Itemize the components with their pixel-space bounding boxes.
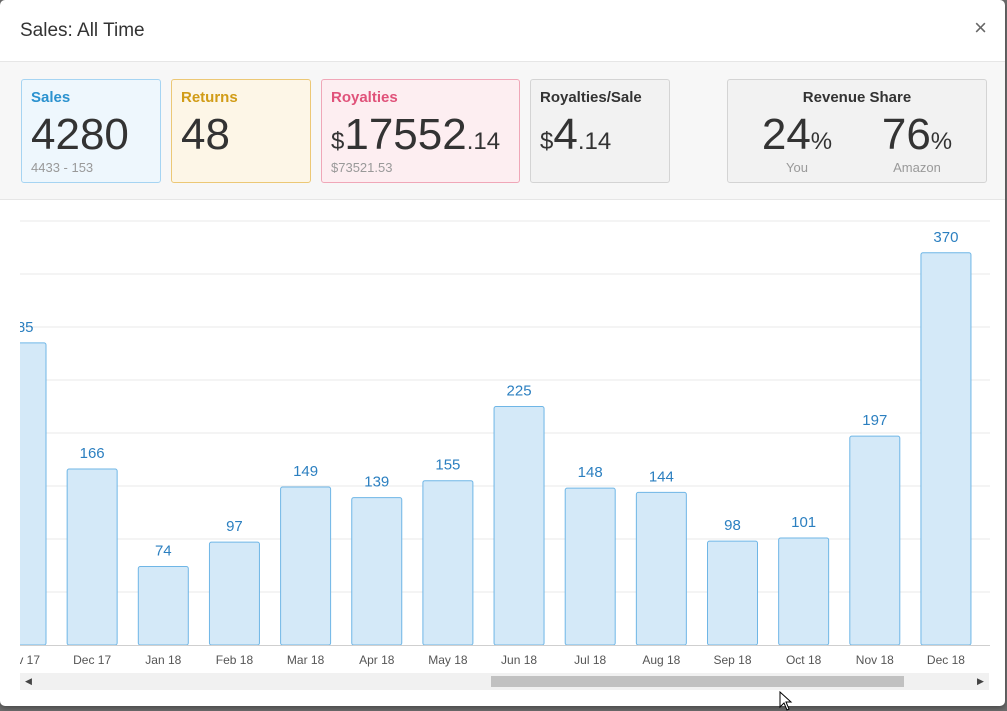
- rps-int: 4: [553, 110, 578, 159]
- revenue-share-card: Revenue Share 24% You 76% Amazon: [727, 79, 987, 183]
- royalties-per-sale-label: Royalties/Sale: [540, 89, 642, 106]
- x-tick-label: Dec 17: [73, 653, 111, 667]
- stats-bar: Sales 4280 4433 - 153 Returns 48 Royalti…: [0, 62, 1005, 200]
- sales-card: Sales 4280 4433 - 153: [21, 79, 161, 183]
- royalties-dec: .14: [466, 128, 501, 155]
- bar-value-label: 370: [933, 229, 958, 246]
- bar-value-label: 149: [293, 463, 318, 480]
- bar-value-label: 285: [8, 319, 33, 336]
- sales-breakdown: 4433 - 153: [31, 160, 94, 175]
- bar-value-label: 97: [226, 518, 243, 535]
- x-tick-label: Jul 18: [574, 653, 606, 667]
- royalties-currency: $: [331, 128, 345, 155]
- x-tick-label: Sep 18: [713, 653, 751, 667]
- share-amazon-label: Amazon: [893, 160, 941, 175]
- chart-bar[interactable]: [66, 468, 118, 646]
- sales-chart: 285 Nov 17 166 Dec 17 74 Jan 18 97 Feb 18 149 Mar…: [0, 200, 1005, 670]
- scroll-right-arrow-icon[interactable]: ▶: [977, 676, 984, 686]
- x-tick-label: Oct 18: [786, 653, 822, 667]
- returns-label: Returns: [181, 89, 238, 106]
- scroll-thumb[interactable]: [491, 676, 904, 687]
- chart-bar[interactable]: [208, 541, 260, 646]
- chart-bar[interactable]: [422, 480, 474, 646]
- bar-value-label: 101: [791, 514, 816, 531]
- chart-scrollbar[interactable]: ◀ ▶: [20, 673, 989, 690]
- royalties-total: $73521.53: [331, 160, 393, 175]
- x-tick-label: Nov 17: [2, 653, 40, 667]
- share-you-value: 24%: [742, 110, 852, 160]
- plot-area: 285 Nov 17 166 Dec 17 74 Jan 18 97 Feb 18 149 Mar…: [0, 220, 990, 667]
- rps-currency: $: [540, 128, 554, 155]
- royalties-card: Royalties $17552.14 $73521.53: [321, 79, 520, 183]
- share-amazon: 76% Amazon: [862, 110, 972, 175]
- royalties-value: $17552.14: [331, 110, 500, 160]
- bar-value-label: 98: [724, 517, 741, 534]
- bar-value-label: 225: [507, 383, 532, 400]
- chart-bar[interactable]: [920, 252, 972, 646]
- bar-value-label: 144: [649, 468, 674, 485]
- bar-value-label: 155: [435, 457, 460, 474]
- x-tick-label: Mar 18: [287, 653, 325, 667]
- bar-value-label: 148: [578, 464, 603, 481]
- share-you: 24% You: [742, 110, 852, 175]
- returns-value: 48: [181, 110, 230, 159]
- x-tick-label: Apr 18: [359, 653, 395, 667]
- modal-title: Sales: All Time: [20, 20, 145, 41]
- share-you-label: You: [786, 160, 808, 175]
- sales-value: 4280: [31, 110, 129, 159]
- rps-dec: .14: [577, 128, 612, 155]
- share-amazon-number: 76: [881, 110, 931, 159]
- bar-value-label: 139: [364, 474, 389, 491]
- x-tick-label: Jun 18: [501, 653, 537, 667]
- chart-bar[interactable]: [564, 487, 616, 646]
- royalties-label: Royalties: [331, 89, 398, 106]
- sales-bar-chart: 285 Nov 17 166 Dec 17 74 Jan 18 97 Feb 18 149 Mar…: [0, 220, 990, 667]
- x-tick-label: May 18: [428, 653, 468, 667]
- mouse-cursor-icon: [779, 691, 793, 711]
- bar-value-label: 166: [80, 445, 105, 462]
- chart-bar[interactable]: [493, 406, 545, 646]
- modal-header: Sales: All Time ×: [0, 0, 1005, 62]
- revenue-share-label: Revenue Share: [802, 89, 912, 106]
- x-tick-label: Nov 18: [856, 653, 894, 667]
- chart-bar[interactable]: [280, 486, 332, 646]
- share-amazon-unit: %: [930, 128, 953, 155]
- returns-card: Returns 48: [171, 79, 311, 183]
- bar-value-label: 74: [155, 543, 172, 560]
- scroll-left-arrow-icon[interactable]: ◀: [25, 676, 32, 686]
- close-button[interactable]: ×: [974, 15, 987, 40]
- share-you-number: 24: [761, 110, 811, 159]
- royalties-int: 17552: [344, 110, 467, 159]
- chart-bar[interactable]: [351, 497, 403, 646]
- royalties-per-sale-card: Royalties/Sale $4.14: [530, 79, 670, 183]
- chart-bar[interactable]: [635, 491, 687, 646]
- chart-bar[interactable]: [778, 537, 830, 646]
- royalties-per-sale-value: $4.14: [540, 110, 611, 160]
- x-tick-label: Aug 18: [642, 653, 680, 667]
- x-tick-label: Dec 18: [927, 653, 965, 667]
- x-tick-label: Jan 18: [145, 653, 181, 667]
- chart-bar[interactable]: [137, 566, 189, 646]
- bar-value-label: 197: [862, 412, 887, 429]
- chart-bar[interactable]: [0, 342, 47, 646]
- sales-label: Sales: [31, 89, 71, 106]
- chart-bar[interactable]: [849, 435, 901, 646]
- share-you-unit: %: [810, 128, 833, 155]
- share-amazon-value: 76%: [862, 110, 972, 160]
- x-tick-label: Feb 18: [216, 653, 254, 667]
- chart-bar[interactable]: [707, 540, 758, 646]
